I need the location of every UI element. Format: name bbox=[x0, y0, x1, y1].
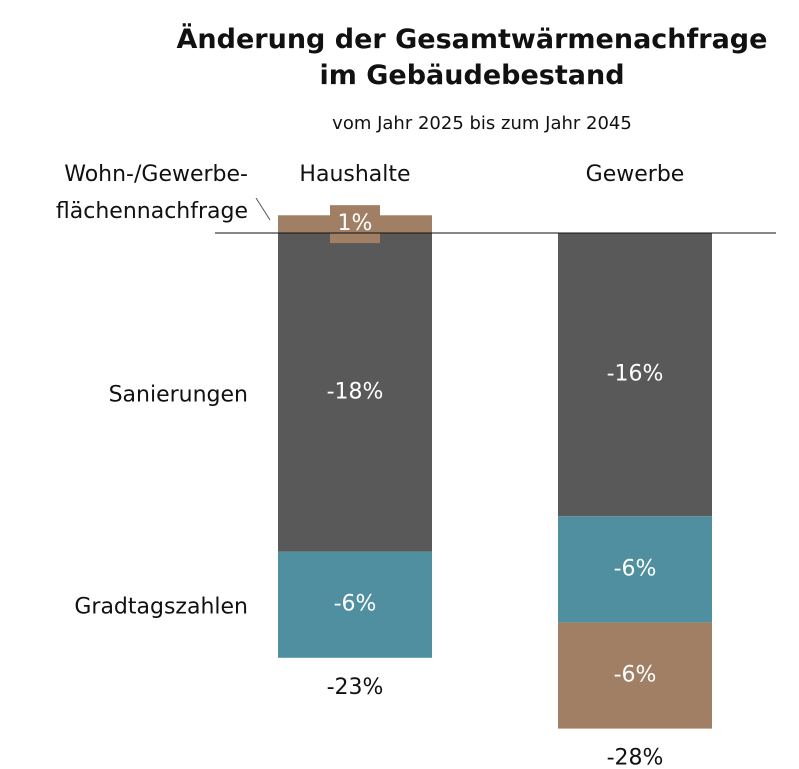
value-label: -6% bbox=[334, 592, 377, 617]
value-label: -18% bbox=[327, 379, 384, 404]
bar-segment bbox=[558, 622, 712, 729]
value-label: -6% bbox=[614, 663, 657, 688]
bar-segment bbox=[278, 233, 432, 552]
total-label: -28% bbox=[607, 746, 664, 769]
value-label: 1% bbox=[338, 211, 373, 236]
bar-segment bbox=[558, 516, 712, 623]
chart-title: Änderung der Gesamtwärmenachfrage im Gebä… bbox=[177, 23, 768, 91]
value-label-box bbox=[330, 205, 380, 244]
value-label: -16% bbox=[607, 362, 664, 387]
bar-segment bbox=[558, 233, 712, 517]
leader-line bbox=[255, 197, 271, 221]
category-label: Haushalte bbox=[299, 162, 410, 187]
category-label: Gewerbe bbox=[586, 162, 685, 187]
bar-segment bbox=[278, 551, 432, 658]
legend-label: Sanierungen bbox=[109, 382, 248, 407]
total-label: -23% bbox=[327, 675, 384, 700]
legend-label: Wohn-/Gewerbe-flächennachfrage bbox=[56, 162, 248, 224]
legend-label: Gradtagszahlen bbox=[74, 595, 248, 620]
chart-subtitle: vom Jahr 2025 bis zum Jahr 2045 bbox=[332, 113, 632, 134]
value-label: -6% bbox=[614, 556, 657, 581]
